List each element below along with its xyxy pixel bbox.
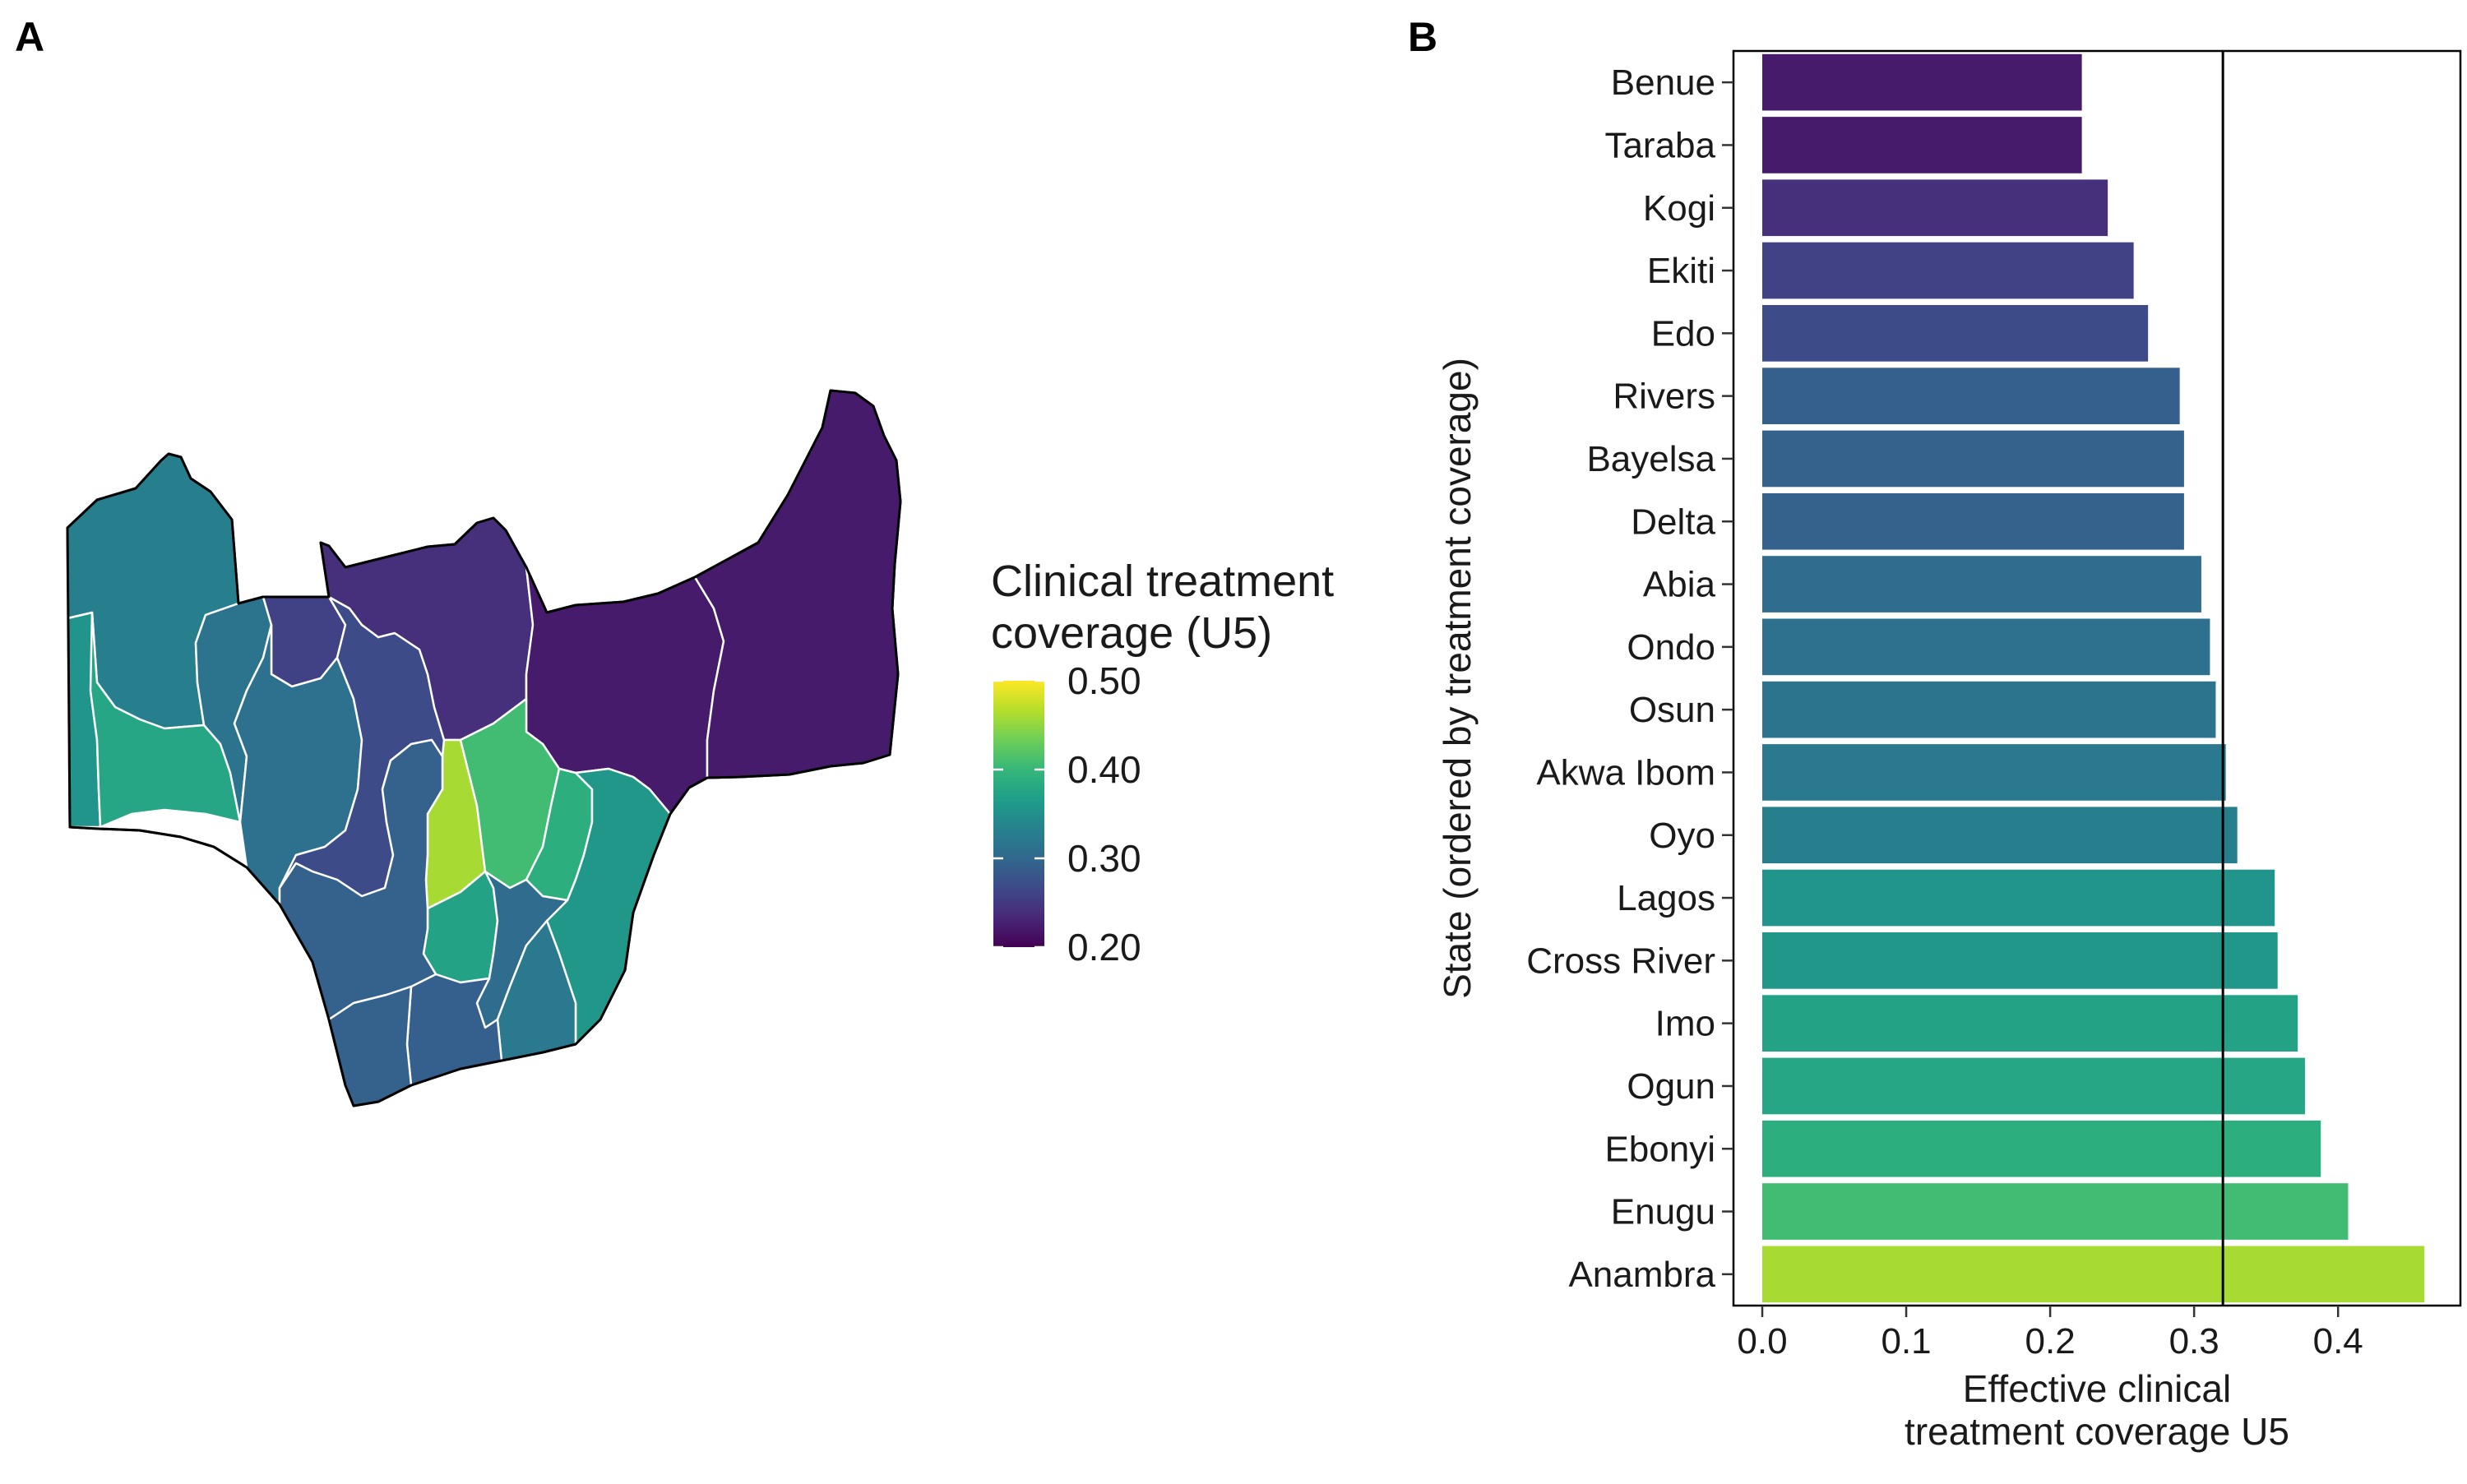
y-axis: Benue Taraba Kogi Ekiti Edo Rivers Bayelsa Delt… (1526, 62, 1733, 1295)
legend-title-line2: coverage (U5) (991, 608, 1272, 658)
y-tick-label: Anambra (1568, 1255, 1715, 1295)
y-axis-title: State (ordered by treatment coverage) (1436, 358, 1479, 999)
bar (1762, 305, 2149, 362)
bar (1762, 242, 2134, 299)
bar (1762, 744, 2226, 801)
x-tick-label: 0.0 (1737, 1321, 1787, 1361)
y-tick-label: Enugu (1611, 1192, 1715, 1232)
legend-tick-label: 0.30 (1067, 837, 1141, 880)
bar (1762, 117, 2082, 173)
y-tick-label: Ondo (1627, 627, 1715, 668)
legend-color-bar (993, 681, 1044, 947)
y-tick-label: Lagos (1617, 878, 1715, 918)
map-outline-top (66, 389, 902, 1107)
bar (1762, 1057, 2305, 1115)
panel-b-label: B (1408, 14, 1437, 60)
y-tick-label: Oyo (1649, 816, 1715, 856)
panel-a-label: A (15, 14, 44, 60)
y-tick-label: Ogun (1627, 1066, 1715, 1107)
x-tick-label: 0.1 (1881, 1321, 1931, 1361)
bars (1762, 53, 2425, 1303)
bar (1762, 430, 2184, 488)
legend-tick-label: 0.50 (1067, 659, 1141, 702)
bar (1762, 492, 2184, 550)
bar (1762, 869, 2275, 927)
legend-tick-label: 0.20 (1067, 926, 1141, 969)
legend-title-line1: Clinical treatment (991, 557, 1334, 606)
y-tick-label: Bayelsa (1586, 439, 1715, 479)
bar (1762, 179, 2108, 237)
bar (1762, 681, 2216, 738)
x-axis-title-line1: Effective clinical (1963, 1367, 2231, 1410)
y-tick-label: Akwa Ibom (1536, 752, 1715, 793)
legend-tick-label: 0.40 (1067, 748, 1141, 791)
choropleth-map (66, 389, 902, 1107)
bar (1762, 368, 2180, 424)
bar (1762, 556, 2201, 613)
bar (1762, 618, 2210, 676)
y-tick-label: Benue (1611, 62, 1715, 103)
y-tick-label: Taraba (1604, 125, 1715, 165)
bar-chart: Benue Taraba Kogi Ekiti Edo Rivers Bayelsa Delt… (1436, 49, 2462, 1453)
bar (1762, 53, 2082, 111)
y-tick-label: Delta (1631, 502, 1715, 542)
map-region-taraba (693, 389, 902, 779)
x-tick-label: 0.4 (2313, 1321, 2363, 1361)
y-tick-label: Osun (1629, 690, 1715, 730)
plot-frame (1732, 49, 2462, 1307)
legend-ticks: 0.50 0.40 0.30 0.20 (993, 659, 1141, 969)
x-axis-title-line2: treatment coverage U5 (1905, 1410, 2289, 1453)
x-tick-label: 0.2 (2025, 1321, 2076, 1361)
x-axis: 0.0 0.1 0.2 0.3 0.4 (1737, 1306, 2363, 1361)
y-tick-label: Rivers (1613, 377, 1715, 417)
y-tick-label: Cross River (1526, 941, 1715, 981)
bar (1762, 807, 2238, 864)
x-tick-label: 0.3 (2169, 1321, 2219, 1361)
bar (1762, 995, 2298, 1052)
y-tick-label: Imo (1655, 1004, 1715, 1044)
bar (1762, 1120, 2321, 1177)
bar (1762, 932, 2278, 989)
color-legend: Clinical treatment coverage (U5) 0.50 0.4… (991, 557, 1334, 969)
y-tick-label: Edo (1651, 313, 1715, 354)
y-tick-label: Kogi (1643, 188, 1715, 229)
y-tick-label: Ebonyi (1604, 1129, 1715, 1169)
bar (1762, 1246, 2425, 1303)
bar (1762, 1183, 2349, 1240)
y-tick-label: Ekiti (1647, 251, 1715, 291)
y-tick-label: Abia (1643, 565, 1716, 605)
